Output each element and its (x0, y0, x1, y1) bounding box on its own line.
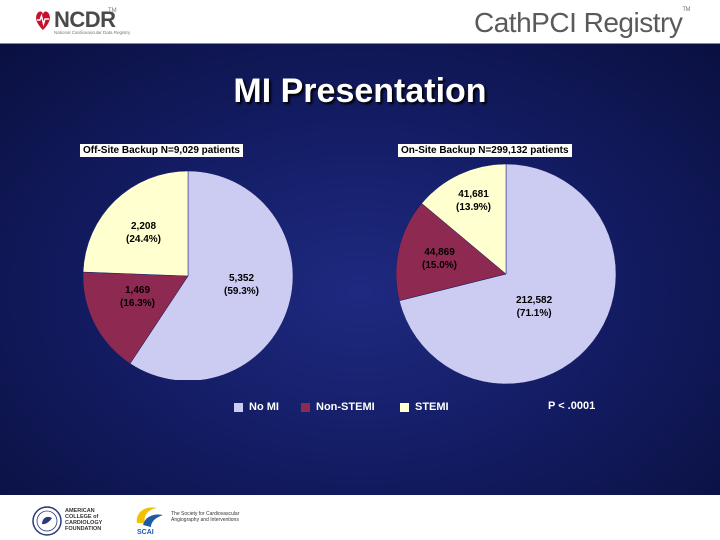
header-bar: NCDR TM National Cardiovascular Data Reg… (0, 0, 720, 44)
on-site-stemi-percent: (13.9%) (456, 202, 492, 213)
on-site-nonstemi-count: 44,869 (424, 247, 455, 258)
off-site-label-nomi: 5,352 (59.3%) (224, 272, 259, 298)
ncdr-subtitle: National Cardiovascular Data Registry (54, 30, 131, 35)
off-site-label-stemi: 2,208 (24.4%) (126, 220, 161, 246)
on-site-nonstemi-percent: (15.0%) (422, 260, 458, 271)
legend-item-stemi: STEMI (400, 401, 449, 413)
off-site-pie-chart (82, 170, 294, 380)
scai-logo: SCAI The Society for Cardiovascular Angi… (133, 503, 248, 539)
pie-slice-no-mi (129, 170, 294, 380)
pie-slice-non-stemi (82, 271, 189, 364)
ncdr-heart-icon (36, 11, 50, 30)
on-site-label-nomi: 212,582 (71.1%) (516, 294, 552, 320)
off-site-nonstemi-percent: (16.3%) (120, 298, 156, 309)
scai-line-2: Angiography and Interventions (171, 517, 239, 523)
legend-item-no-mi: No MI (234, 401, 279, 413)
cathpci-registry-logo: CathPCI RegistryTM (474, 7, 690, 39)
acc-seal-icon (32, 506, 62, 536)
footer-bar (0, 495, 720, 540)
scai-abbr: SCAI (137, 529, 154, 536)
header-divider (0, 43, 720, 44)
registry-title-rest: PCI Registry (531, 7, 683, 38)
off-site-label-nonstemi: 1,469 (16.3%) (120, 284, 155, 310)
on-site-label-stemi: 41,681 (13.9%) (456, 188, 491, 214)
legend-label-stemi: STEMI (415, 401, 449, 413)
on-site-pie-title: On-Site Backup N=299,132 patients (398, 144, 572, 157)
acc-foundation-logo: AMERICAN COLLEGE of CARDIOLOGY FOUNDATIO… (32, 504, 127, 538)
on-site-nomi-count: 212,582 (516, 295, 553, 306)
acc-line-4: FOUNDATION (65, 526, 102, 532)
ncdr-tm: TM (108, 8, 117, 14)
off-site-pie-title: Off-Site Backup N=9,029 patients (80, 144, 243, 157)
scai-wordmark: The Society for Cardiovascular Angiograp… (171, 511, 239, 523)
on-site-stemi-count: 41,681 (458, 189, 489, 200)
on-site-nomi-percent: (71.1%) (516, 308, 552, 319)
registry-title-cath: Cath (474, 7, 532, 38)
scai-line-1: The Society for Cardiovascular (171, 511, 240, 517)
legend: No MI Non-STEMI STEMI (0, 401, 720, 417)
on-site-label-nonstemi: 44,869 (15.0%) (422, 246, 457, 272)
off-site-nomi-percent: (59.3%) (224, 286, 260, 297)
p-value-label: P < .0001 (548, 400, 596, 412)
legend-swatch-non-stemi (301, 402, 310, 412)
on-site-pie-chart (396, 163, 617, 385)
legend-label-no-mi: No MI (249, 401, 279, 413)
ncdr-wordmark: NCDR (54, 7, 116, 32)
page-title: MI Presentation (233, 72, 487, 110)
acc-line-1: AMERICAN (65, 508, 95, 514)
pie-slice-no-mi (398, 163, 617, 385)
off-site-nomi-count: 5,352 (228, 273, 255, 284)
on-site-pie-panel: On-Site Backup N=299,132 patients 41,681… (396, 140, 636, 390)
ncdr-logo: NCDR TM National Cardiovascular Data Reg… (34, 6, 144, 38)
off-site-stemi-count: 2,208 (130, 221, 157, 232)
acc-wordmark: AMERICAN COLLEGE of CARDIOLOGY FOUNDATIO… (65, 508, 102, 532)
legend-item-non-stemi: Non-STEMI (301, 401, 375, 413)
pie-slice-stemi (82, 170, 189, 277)
acc-line-3: CARDIOLOGY (65, 520, 103, 526)
legend-label-non-stemi: Non-STEMI (316, 401, 375, 413)
acc-line-2: COLLEGE of (65, 514, 99, 520)
scai-emblem-icon (136, 507, 163, 527)
off-site-stemi-percent: (24.4%) (126, 234, 162, 245)
pie-slice-non-stemi (396, 202, 507, 301)
legend-swatch-stemi (400, 402, 409, 412)
pie-slice-stemi (421, 163, 507, 275)
off-site-nonstemi-count: 1,469 (124, 285, 151, 296)
legend-swatch-no-mi (234, 402, 243, 412)
registry-tm: TM (682, 7, 690, 13)
off-site-pie-panel: Off-Site Backup N=9,029 patients 2,208 (… (78, 140, 310, 380)
